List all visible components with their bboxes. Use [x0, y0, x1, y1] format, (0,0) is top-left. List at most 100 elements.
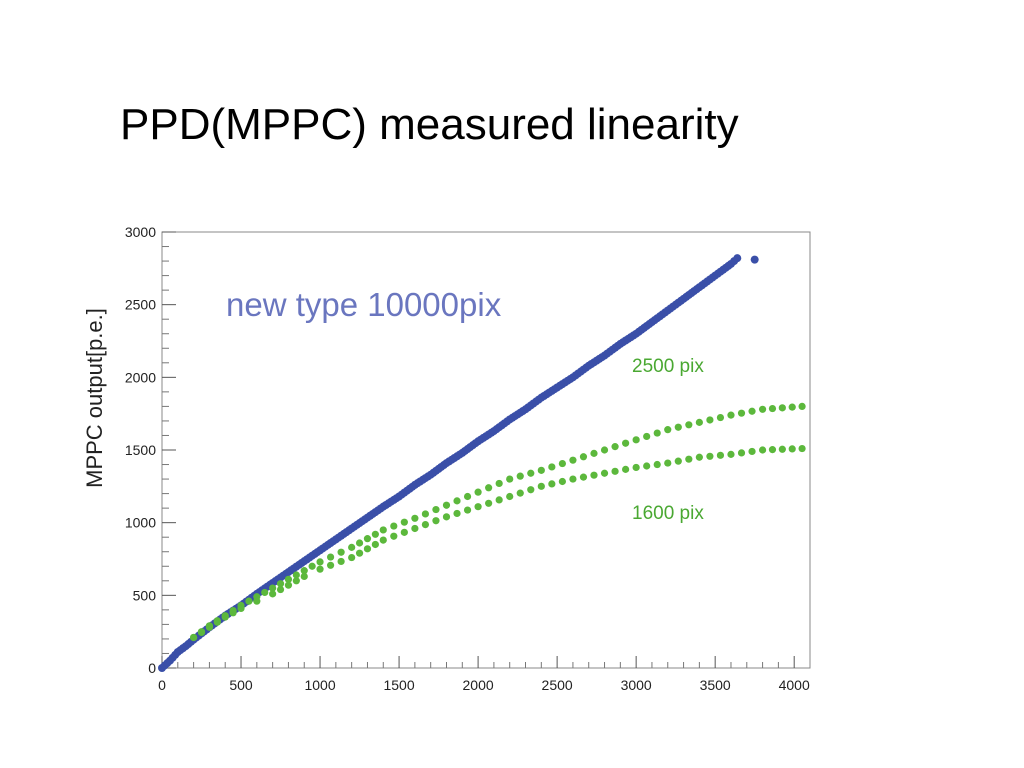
data-point	[363, 545, 372, 553]
data-point	[695, 453, 703, 461]
data-point	[548, 463, 556, 471]
data-point	[390, 532, 398, 540]
data-point	[600, 469, 609, 477]
data-point	[706, 452, 714, 460]
data-point	[798, 402, 806, 410]
data-point	[432, 517, 440, 525]
data-point	[674, 423, 682, 431]
data-point	[421, 521, 430, 529]
data-point	[421, 510, 430, 518]
data-point	[442, 513, 451, 521]
data-point	[643, 432, 651, 441]
y-tick-label: 2500	[125, 297, 156, 313]
data-point	[569, 456, 577, 464]
data-point	[237, 604, 245, 613]
x-tick-label: 4000	[779, 677, 810, 693]
y-tick-label: 0	[148, 660, 156, 676]
data-point	[778, 404, 786, 412]
series-label-1600: 1600 pix	[632, 503, 704, 524]
data-point	[284, 575, 293, 583]
y-tick-label: 1500	[125, 442, 156, 458]
data-point	[685, 421, 693, 429]
data-point	[516, 472, 524, 480]
data-point	[716, 451, 725, 459]
x-tick-label: 3000	[621, 677, 652, 693]
data-point	[695, 418, 703, 426]
data-point	[590, 449, 598, 457]
data-point	[788, 403, 796, 411]
chart-title: new type 10000pix	[226, 286, 502, 323]
data-point	[245, 597, 253, 605]
data-point	[326, 553, 335, 561]
data-point	[737, 409, 746, 417]
data-point	[664, 459, 672, 467]
x-tick-label: 0	[158, 677, 166, 693]
axis-ticks: 0 500 1000 1500 2000 2500 3000 3500 4000 0 500 1000…	[125, 224, 810, 693]
data-point	[768, 404, 777, 413]
x-tick-label: 3500	[700, 677, 731, 693]
data-point	[653, 460, 661, 469]
data-point	[537, 466, 545, 474]
data-point	[316, 565, 324, 573]
data-point	[685, 455, 693, 463]
data-point	[548, 480, 556, 488]
data-point	[727, 450, 735, 458]
data-point	[579, 473, 588, 481]
data-point	[205, 623, 214, 631]
data-point	[653, 429, 661, 437]
data-point	[600, 446, 609, 454]
data-point	[474, 503, 482, 511]
data-point	[643, 462, 651, 470]
data-point	[527, 469, 535, 477]
series-1	[190, 402, 806, 642]
data-point	[213, 618, 221, 626]
data-point	[664, 426, 672, 434]
data-point	[221, 613, 229, 621]
data-point	[758, 446, 767, 454]
data-point	[558, 477, 566, 486]
data-point	[300, 567, 308, 575]
data-point	[622, 465, 630, 473]
data-point	[411, 524, 419, 533]
series-label-2500: 2500 pix	[632, 356, 704, 377]
data-point	[506, 475, 514, 483]
data-point	[495, 496, 503, 504]
data-point	[569, 475, 577, 483]
data-point	[379, 536, 387, 544]
data-point	[453, 509, 461, 518]
data-point	[400, 518, 408, 526]
data-point	[390, 522, 398, 530]
data-point	[674, 457, 682, 465]
data-point	[463, 506, 472, 514]
data-point	[611, 443, 619, 451]
data-point	[284, 581, 293, 589]
data-point	[348, 543, 356, 551]
data-point	[442, 501, 451, 509]
data-point	[485, 499, 493, 507]
data-point	[316, 558, 324, 566]
data-point	[253, 597, 261, 605]
data-point	[516, 489, 524, 497]
data-point	[706, 416, 714, 424]
data-point	[292, 571, 300, 579]
data-points	[158, 254, 806, 672]
data-point	[229, 609, 237, 617]
data-point	[632, 436, 640, 444]
data-point	[727, 411, 735, 419]
data-point	[308, 562, 316, 570]
data-point	[527, 486, 535, 494]
data-point	[733, 254, 742, 263]
y-tick-label: 500	[133, 587, 157, 603]
slide-title: PPD(MPPC) measured linearity	[120, 100, 739, 149]
y-tick-label: 3000	[125, 224, 156, 240]
y-tick-label: 1000	[125, 515, 156, 531]
data-point	[495, 479, 503, 488]
data-point	[506, 492, 514, 501]
x-tick-label: 1000	[304, 677, 335, 693]
data-point	[276, 585, 285, 594]
data-point	[371, 530, 379, 538]
data-point	[758, 405, 767, 413]
data-point	[269, 584, 277, 592]
data-point	[355, 539, 364, 547]
